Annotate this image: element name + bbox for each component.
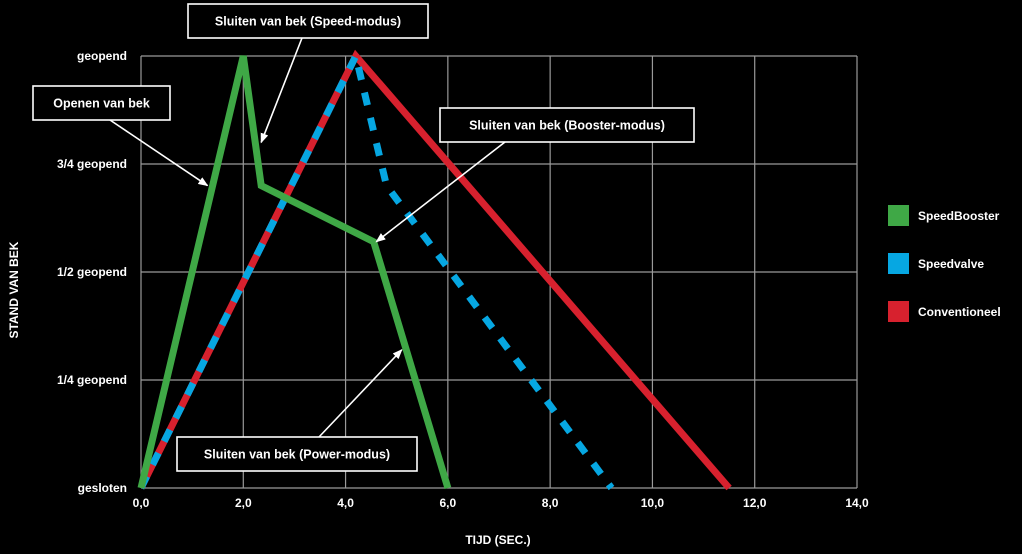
annotation-label: Sluiten van bek (Speed-modus) — [215, 15, 401, 29]
series-line-speedvalve — [137, 45, 615, 491]
annotation-label: Sluiten van bek (Power-modus) — [204, 448, 390, 462]
annotations: Sluiten van bek (Speed-modus) Openen van … — [32, 3, 695, 472]
annotation: Sluiten van bek (Booster-modus) — [375, 107, 695, 243]
legend-swatch — [888, 205, 909, 226]
x-tick-label: 8,0 — [542, 496, 559, 510]
annotation-box — [187, 3, 429, 39]
annotation-arrow — [260, 37, 303, 144]
series-lines — [137, 45, 732, 491]
x-axis-label: TIJD (SEC.) — [465, 533, 530, 547]
legend-swatch — [888, 301, 909, 322]
annotation: Sluiten van bek (Power-modus) — [176, 349, 418, 472]
legend-label: Conventioneel — [918, 305, 1001, 319]
annotation-arrow — [375, 141, 506, 243]
annotation-arrow — [318, 349, 403, 438]
x-tick-label: 6,0 — [440, 496, 457, 510]
legend: SpeedBooster Speedvalve Conventioneel — [888, 205, 1001, 322]
annotation: Sluiten van bek (Speed-modus) — [187, 3, 429, 144]
legend-item-speedbooster: SpeedBooster — [888, 205, 1000, 226]
x-tick-label: 2,0 — [235, 496, 252, 510]
x-tick-label: 12,0 — [743, 496, 767, 510]
annotation-box — [32, 85, 171, 121]
legend-label: SpeedBooster — [918, 209, 1000, 223]
annotation-label: Openen van bek — [53, 97, 150, 111]
annotation-arrow — [109, 119, 209, 187]
annotation-label: Sluiten van bek (Booster-modus) — [469, 119, 665, 133]
legend-item-conventioneel: Conventioneel — [888, 301, 1001, 322]
legend-item-speedvalve: Speedvalve — [888, 253, 984, 274]
legend-label: Speedvalve — [918, 257, 984, 271]
x-tick-label: 10,0 — [641, 496, 665, 510]
legend-swatch — [888, 253, 909, 274]
x-tick-label: 14,0 — [845, 496, 869, 510]
y-tick-label: 3/4 geopend — [57, 157, 127, 171]
x-tick-label: 4,0 — [337, 496, 354, 510]
x-tick-label: 0,0 — [133, 496, 150, 510]
tick-labels: 0,0 2,0 4,0 6,0 8,0 10,0 12,0 14,0 gesloten 1/4 g… — [57, 49, 869, 510]
series-line-speedbooster — [137, 55, 452, 490]
annotation-box — [439, 107, 695, 143]
y-tick-label: geopend — [77, 49, 127, 63]
y-axis-label: STAND VAN BEK — [7, 241, 21, 338]
annotation: Openen van bek — [32, 85, 209, 187]
y-tick-label: gesloten — [78, 481, 127, 495]
y-tick-label: 1/2 geopend — [57, 265, 127, 279]
y-tick-label: 1/4 geopend — [57, 373, 127, 387]
annotation-box — [176, 436, 418, 472]
